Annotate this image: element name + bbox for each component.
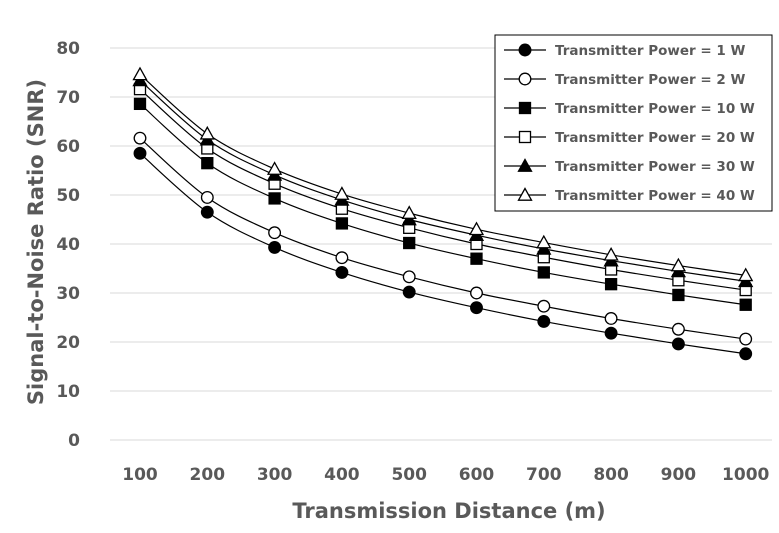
- data-point: [738, 267, 754, 282]
- legend-marker: [518, 43, 532, 57]
- legend-item: Transmitter Power = 30 W: [504, 158, 755, 175]
- data-point: [268, 192, 281, 205]
- y-tick-label: 20: [56, 333, 80, 353]
- x-tick-label: 1000: [722, 465, 769, 485]
- series-line: [139, 74, 746, 276]
- series-line: [139, 103, 746, 306]
- data-point: [335, 265, 349, 279]
- legend-marker: [517, 158, 533, 172]
- x-tick-label: 100: [122, 465, 158, 485]
- data-point: [403, 236, 416, 250]
- gridlines: [110, 47, 772, 441]
- series-line: [139, 152, 746, 355]
- y-tick-label: 40: [56, 235, 80, 255]
- x-tick-label: 300: [257, 465, 293, 485]
- y-tick-label: 0: [68, 431, 80, 451]
- legend: Transmitter Power = 1 W Transmitter Power…: [494, 34, 773, 212]
- legend-label: Transmitter Power = 2 W: [555, 72, 746, 88]
- series-1: [133, 146, 753, 361]
- series-3: [133, 97, 752, 311]
- data-point: [470, 301, 483, 315]
- y-tick-label: 70: [56, 88, 80, 108]
- data-point: [133, 131, 147, 145]
- data-point: [671, 337, 685, 351]
- legend-item: Transmitter Power = 20 W: [504, 130, 755, 146]
- data-point: [402, 285, 416, 299]
- y-tick-labels: 0 10 20 30 40 50 60 70 80: [56, 39, 80, 451]
- data-point: [266, 161, 283, 175]
- legend-marker: [517, 187, 533, 201]
- data-point: [468, 221, 485, 236]
- legend-box: [494, 34, 773, 212]
- y-axis-title: Signal-to-Noise Ratio (SNR): [24, 79, 48, 405]
- y-tick-label: 10: [56, 382, 80, 402]
- data-series: [132, 66, 754, 361]
- data-point: [672, 288, 685, 302]
- y-tick-label: 60: [56, 137, 80, 157]
- data-point: [537, 266, 550, 279]
- series-2: [133, 131, 753, 346]
- legend-label: Transmitter Power = 40 W: [555, 188, 755, 204]
- data-point: [536, 234, 552, 249]
- x-tick-label: 600: [459, 465, 495, 485]
- series-line: [139, 88, 746, 291]
- legend-marker: [518, 101, 532, 115]
- series-4: [133, 83, 752, 297]
- series-line: [139, 137, 746, 340]
- data-point: [739, 332, 753, 346]
- legend-label: Transmitter Power = 10 W: [555, 101, 755, 117]
- data-point: [604, 278, 618, 291]
- legend-label: Transmitter Power = 20 W: [555, 130, 755, 146]
- y-tick-label: 80: [56, 39, 80, 59]
- data-point: [200, 205, 214, 219]
- x-tick-labels: 100 200 300 400 500 600 700 800 900 1000: [122, 465, 769, 485]
- x-tick-label: 700: [526, 465, 562, 485]
- data-point: [604, 312, 618, 325]
- data-point: [199, 125, 215, 140]
- data-point: [470, 252, 483, 265]
- legend-label: Transmitter Power = 1 W: [555, 43, 746, 59]
- data-point: [537, 299, 551, 313]
- data-point: [603, 246, 619, 261]
- data-point: [470, 286, 483, 300]
- legend-marker: [518, 130, 532, 144]
- data-point: [133, 97, 147, 111]
- x-tick-label: 400: [324, 465, 360, 485]
- series-6: [132, 66, 754, 282]
- legend-item: Transmitter Power = 2 W: [504, 72, 746, 88]
- x-tick-label: 200: [190, 465, 226, 485]
- data-point: [335, 217, 349, 230]
- data-point: [334, 186, 350, 200]
- data-point: [268, 240, 282, 254]
- data-point: [401, 205, 417, 219]
- data-point: [133, 146, 147, 160]
- x-tick-label: 800: [593, 465, 629, 485]
- series-line: [139, 79, 746, 282]
- legend-marker: [518, 72, 532, 86]
- legend-item: Transmitter Power = 1 W: [504, 43, 746, 59]
- data-point: [335, 251, 349, 265]
- legend-label: Transmitter Power = 30 W: [555, 159, 755, 175]
- x-axis-title: Transmission Distance (m): [292, 499, 605, 523]
- data-point: [537, 314, 551, 328]
- data-point: [200, 190, 214, 204]
- data-point: [671, 322, 685, 336]
- legend-item: Transmitter Power = 40 W: [504, 187, 755, 204]
- data-point: [402, 270, 416, 284]
- data-point: [739, 347, 753, 361]
- y-tick-label: 30: [56, 284, 80, 304]
- x-tick-label: 900: [661, 465, 697, 485]
- y-tick-label: 50: [56, 186, 80, 206]
- data-point: [268, 226, 282, 240]
- data-point: [132, 66, 148, 81]
- data-point: [670, 257, 687, 272]
- data-point: [739, 298, 752, 311]
- data-point: [201, 156, 214, 170]
- legend-item: Transmitter Power = 10 W: [504, 101, 755, 117]
- x-tick-label: 500: [391, 465, 427, 485]
- data-point: [604, 326, 618, 340]
